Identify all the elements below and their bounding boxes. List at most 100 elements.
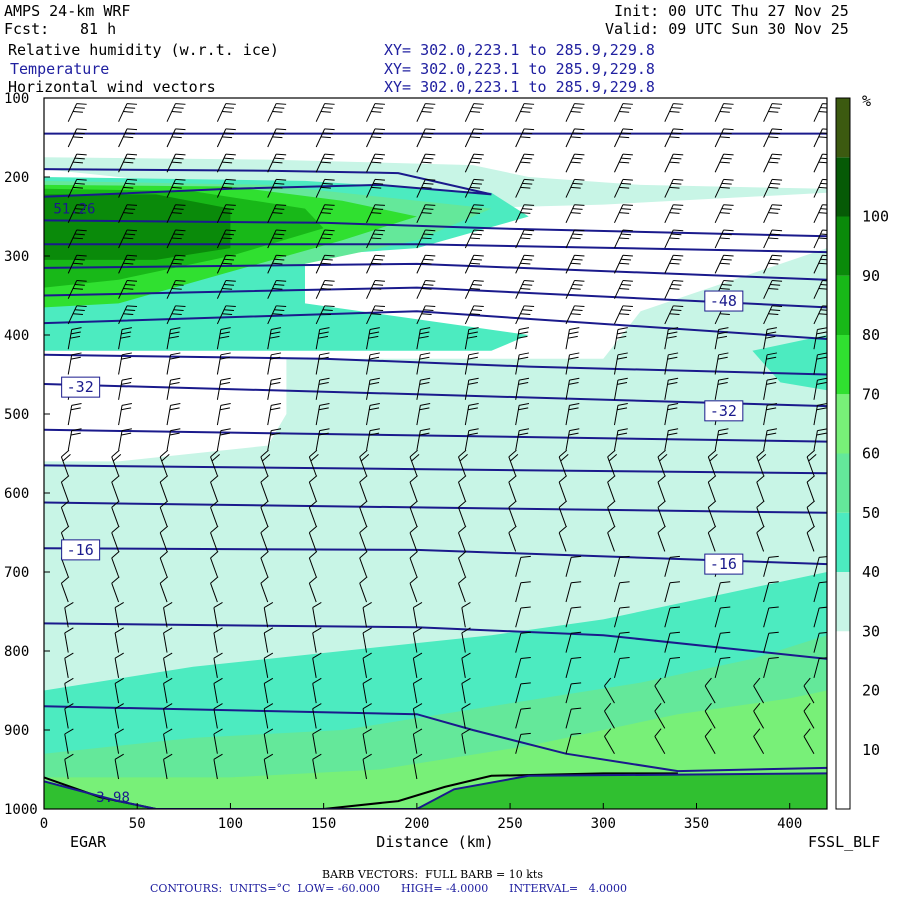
- surface-green-strip: [44, 773, 827, 809]
- contour-label: -16: [67, 541, 94, 559]
- wind-barb: [515, 657, 531, 678]
- wind-barb: [315, 305, 335, 325]
- wind-barb: [813, 327, 827, 350]
- wind-barb: [613, 428, 628, 451]
- wind-barb: [166, 403, 181, 426]
- wind-barb: [613, 403, 628, 426]
- wind-barb: [412, 753, 423, 780]
- wind-barb: [60, 576, 70, 603]
- wind-barb: [216, 153, 236, 173]
- wind-barb: [813, 204, 827, 224]
- wind-barb: [166, 280, 186, 299]
- wind-barb: [312, 677, 322, 704]
- wind-barb: [763, 128, 783, 148]
- wind-barb: [213, 677, 223, 704]
- x-tick-label: 150: [311, 816, 336, 832]
- wind-barb: [515, 555, 531, 577]
- wind-barb: [118, 178, 138, 198]
- contour-label-box: [61, 539, 101, 561]
- wind-barb: [416, 204, 436, 224]
- wind-barb: [216, 305, 236, 325]
- wind-barb: [756, 475, 765, 502]
- wind-barb: [210, 525, 219, 552]
- wind-barb: [515, 280, 535, 299]
- wind-barb: [714, 153, 734, 173]
- wind-barb: [366, 327, 380, 350]
- humidity-fill-layer: [44, 157, 827, 809]
- wind-barb: [464, 428, 479, 451]
- wind-barb: [515, 352, 530, 375]
- wind-barb: [813, 657, 827, 678]
- wind-barb: [763, 428, 778, 451]
- wind-barb: [263, 703, 274, 729]
- wind-barb: [664, 305, 684, 325]
- wind-barb: [366, 352, 380, 375]
- wind-barb: [508, 525, 517, 552]
- colorbar-segment: [836, 335, 850, 395]
- wind-barb: [657, 500, 666, 527]
- temp-contour-15: [44, 772, 827, 809]
- wind-barb: [263, 602, 274, 628]
- wind-barb: [267, 204, 287, 224]
- wind-barb: [67, 327, 82, 350]
- wind-barb: [515, 254, 535, 274]
- wind-barb: [756, 449, 767, 476]
- wind-barb: [213, 627, 223, 653]
- wind-barb: [763, 305, 783, 325]
- wind-barb: [312, 703, 322, 729]
- wind-barb: [707, 475, 717, 502]
- wind-barb: [565, 606, 582, 628]
- wind-barb: [166, 153, 186, 173]
- wind-barb: [607, 500, 616, 527]
- wind-barb: [216, 178, 236, 198]
- wind-barb: [707, 449, 718, 476]
- wind-barb: [216, 204, 236, 224]
- colorbar-segment: [836, 572, 850, 632]
- wind-barb: [461, 728, 471, 754]
- colorbar-tick-label: 100: [862, 208, 889, 226]
- wind-barb: [458, 525, 467, 552]
- wind-barb: [763, 657, 779, 678]
- wind-barb: [362, 703, 372, 729]
- wind-barb: [565, 428, 580, 451]
- wind-barb: [515, 305, 535, 325]
- wind-barb: [515, 631, 531, 653]
- wind-barb: [416, 128, 436, 148]
- wind-barb: [763, 581, 779, 603]
- wind-barb: [118, 428, 132, 451]
- wind-barb: [308, 475, 318, 502]
- wind-barb: [714, 178, 734, 198]
- wind-barb: [763, 555, 779, 577]
- wind-barb: [464, 280, 484, 299]
- field-rh-xy: XY= 302.0,223.1 to 285.9,229.8: [384, 41, 655, 59]
- wind-barb: [763, 606, 779, 628]
- wind-barb: [366, 305, 385, 325]
- wind-barb: [64, 728, 74, 754]
- wind-barb: [267, 377, 282, 400]
- wind-barb: [64, 703, 74, 729]
- wind-barb: [714, 204, 734, 224]
- wind-barb: [312, 728, 322, 754]
- wind-barb: [565, 128, 585, 148]
- wind-barb: [216, 327, 231, 350]
- wind-barb: [312, 627, 322, 653]
- wind-barb: [267, 103, 287, 122]
- wind-barb: [613, 377, 628, 400]
- wind-barb: [515, 229, 535, 249]
- wind-barb: [614, 153, 633, 173]
- wind-barb: [64, 602, 74, 628]
- wind-barb: [515, 581, 531, 603]
- wind-barb: [515, 682, 531, 704]
- wind-barb: [216, 103, 236, 122]
- colorbar-tick-label: 20: [862, 682, 880, 700]
- temp-contour-1: [44, 168, 492, 198]
- colorbar-segment: [836, 157, 850, 217]
- wind-barb: [464, 327, 479, 350]
- wind-barb: [216, 254, 236, 274]
- wind-barb: [315, 103, 335, 122]
- wind-barb: [260, 449, 271, 476]
- colorbar-segment: [836, 216, 850, 276]
- wind-barb: [111, 576, 120, 603]
- wind-barb: [163, 753, 173, 780]
